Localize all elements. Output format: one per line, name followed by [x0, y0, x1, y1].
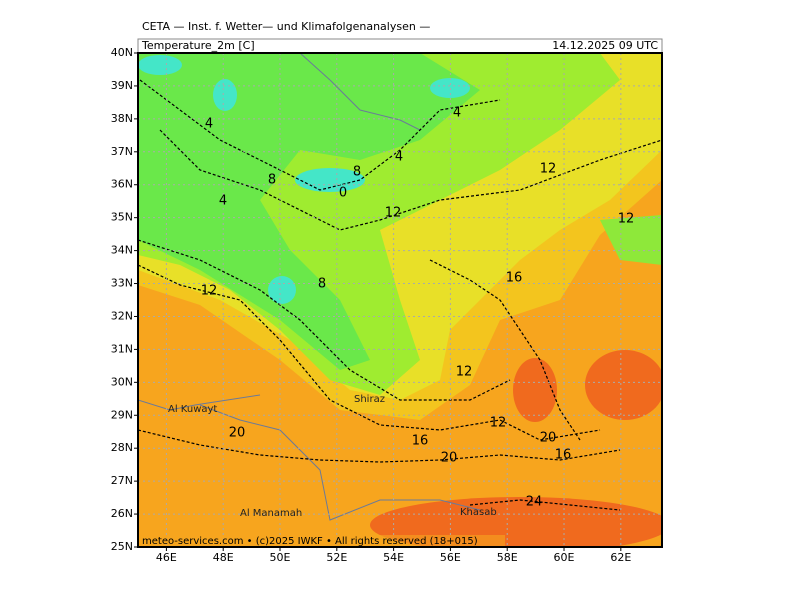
lon-tick-label: 52E — [326, 551, 347, 564]
lat-tick-label: 37N — [111, 145, 133, 158]
lat-tick-label: 30N — [111, 375, 133, 388]
contour-label: 8 — [318, 277, 326, 292]
contour-label: 12 — [490, 416, 507, 431]
place-label: Al Kuwayt — [168, 404, 217, 415]
lat-tick-label: 39N — [111, 79, 133, 92]
lat-tick-label: 35N — [111, 211, 133, 224]
contour-label: 20 — [441, 451, 458, 466]
contour-label: 16 — [506, 271, 523, 286]
lon-tick-label: 56E — [440, 551, 461, 564]
lat-tick-label: 31N — [111, 342, 133, 355]
contour-label: 12 — [456, 365, 473, 380]
lat-tick-label: 34N — [111, 244, 133, 257]
map-frame — [137, 52, 663, 548]
place-label: Shiraz — [354, 394, 385, 405]
contour-label: 16 — [555, 448, 572, 463]
lat-tick-label: 26N — [111, 507, 133, 520]
contour-label: 0 — [339, 186, 347, 201]
temperature-field — [138, 53, 662, 547]
place-label: Al Manamah — [240, 508, 302, 519]
lat-tick-label: 40N — [111, 46, 133, 59]
contour-label: 12 — [385, 206, 402, 221]
contour-label: 8 — [353, 165, 361, 180]
contour-label: 12 — [618, 212, 635, 227]
contour-label: 12 — [201, 284, 218, 299]
place-label: Khasab — [460, 507, 497, 518]
lon-tick-label: 54E — [383, 551, 404, 564]
lon-tick-label: 62E — [610, 551, 631, 564]
lat-tick-label: 28N — [111, 441, 133, 454]
contour-label: 8 — [268, 173, 276, 188]
contour-label: 16 — [412, 434, 429, 449]
parameter-label: Temperature_2m [C] — [141, 39, 255, 52]
contour-label: 24 — [526, 495, 543, 510]
lon-tick-label: 60E — [554, 551, 575, 564]
footer-bg — [140, 535, 505, 546]
header-title: CETA — Inst. f. Wetter— und Klimafolgena… — [142, 20, 430, 33]
lat-tick-label: 27N — [111, 474, 133, 487]
lon-tick-label: 48E — [213, 551, 234, 564]
contour-label: 20 — [540, 431, 557, 446]
lon-tick-label: 58E — [497, 551, 518, 564]
contour-label: 4 — [453, 106, 461, 121]
contour-label: 4 — [205, 117, 213, 132]
lon-tick-label: 50E — [270, 551, 291, 564]
contour-label: 12 — [540, 162, 557, 177]
lat-tick-label: 38N — [111, 112, 133, 125]
lat-tick-label: 36N — [111, 178, 133, 191]
lat-tick-label: 32N — [111, 309, 133, 322]
footer: meteo-services.com • (c)2025 IWKF • All … — [142, 536, 478, 547]
contour-label: 4 — [219, 194, 227, 209]
lat-tick-label: 29N — [111, 408, 133, 421]
contour-labels: 4 4 4 4 8 8 0 12 12 12 16 8 12 12 12 20 … — [201, 106, 635, 510]
lat-tick-label: 33N — [111, 277, 133, 290]
contour-label: 4 — [395, 150, 403, 165]
lon-tick-label: 46E — [156, 551, 177, 564]
valid-time: 14.12.2025 09 UTC — [552, 39, 658, 52]
contour-label: 20 — [229, 426, 246, 441]
lat-tick-label: 25N — [111, 540, 133, 553]
